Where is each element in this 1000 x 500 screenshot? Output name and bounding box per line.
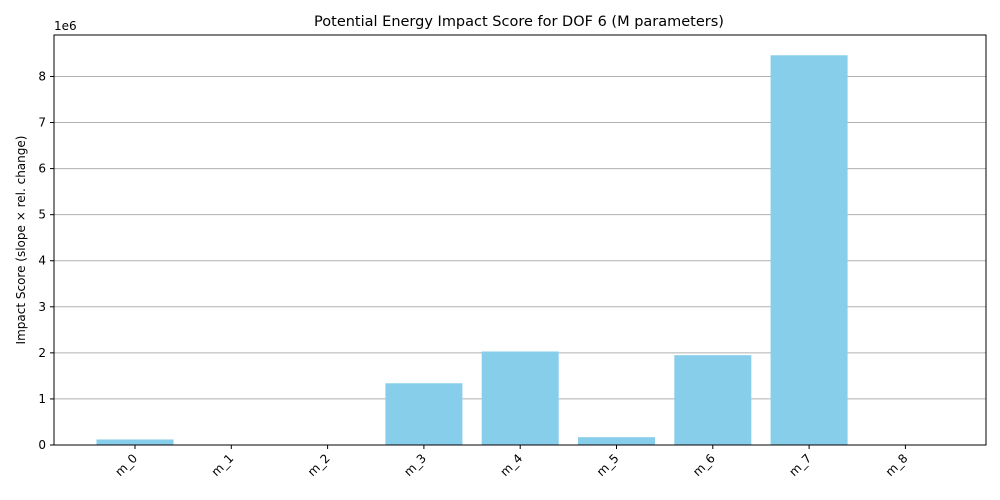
chart-title: Potential Energy Impact Score for DOF 6 … [314,14,724,30]
y-tick-label: 8 [38,69,46,83]
y-tick-label: 3 [38,300,46,314]
y-tick-label: 2 [38,346,46,360]
x-tick-label: m_8 [883,451,911,479]
y-tick-label: 6 [38,162,46,176]
x-axis-ticks: m_0 m_1 m_2 m_3 m_4 m_5 m_6 m_7 m_8 [112,445,911,479]
y-tick-label: 5 [38,208,46,222]
bars [96,55,848,446]
bar-m_0 [96,439,174,445]
y-axis-ticks: 0 1 2 3 4 5 6 7 8 [38,69,54,452]
bar-m_7 [770,55,848,446]
x-tick-label: m_4 [498,451,526,479]
x-tick-label: m_6 [690,451,718,479]
x-tick-label: m_7 [786,451,814,479]
y-tick-label: 0 [38,438,46,452]
bar-m_6 [674,355,752,445]
x-tick-label: m_1 [209,451,237,479]
bar-m_5 [578,437,655,445]
x-tick-label: m_2 [305,451,333,479]
x-tick-label: m_5 [594,451,622,479]
bar-m_4 [481,351,559,445]
x-tick-label: m_3 [401,451,429,479]
y-axis-scale-label: 1e6 [54,19,77,33]
y-gridlines [54,75,986,446]
x-tick-label: m_0 [112,451,140,479]
bar-m_3 [385,383,463,445]
y-tick-label: 7 [38,116,46,130]
y-axis-title: Impact Score (slope × rel. change) [14,136,28,345]
y-tick-label: 4 [38,254,46,268]
y-tick-label: 1 [38,392,46,406]
